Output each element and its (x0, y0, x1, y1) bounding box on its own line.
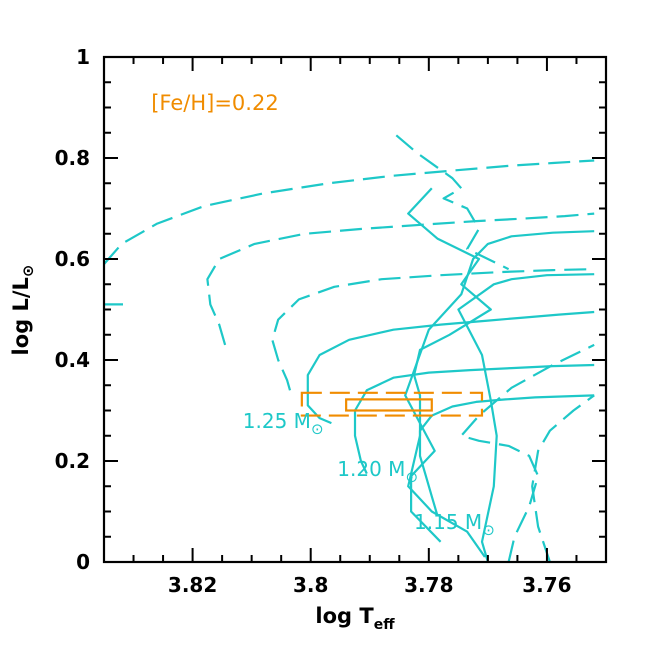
x-axis-label: log Teff (315, 604, 395, 633)
x-tick-label: 3.78 (404, 573, 453, 597)
track-1-20-msun-post-ms (457, 273, 595, 562)
sun-symbol: ⊙ (405, 468, 418, 486)
plot-area (104, 134, 595, 562)
y-axis-label-main: log L/L (9, 277, 33, 355)
mass-label: 1.25 M⊙ (243, 409, 324, 438)
sun-symbol: ⊙ (482, 521, 495, 539)
track-1-40-msun (104, 159, 595, 265)
track-1-10-msun (460, 343, 595, 562)
mass-label-text: 1.25 M (243, 409, 311, 433)
y-tick-label: 0.6 (55, 247, 90, 271)
x-tick-label: 3.8 (293, 573, 328, 597)
track-1-05-msun (531, 394, 595, 562)
track-1-25-msun-post-ms (404, 230, 595, 543)
track-1-25-msun (306, 310, 595, 425)
x-tick-label: 3.82 (168, 573, 217, 597)
sun-symbol: ⊙ (311, 420, 324, 438)
track-1-15-msun (418, 394, 595, 517)
mass-labels: 1.25 M⊙1.20 M⊙1.15 M⊙ (243, 409, 495, 539)
y-tick-label: 1 (76, 45, 90, 69)
mass-label-text: 1.20 M (337, 457, 405, 481)
axis-ticks: 3.82 3.8 3.78 3.76 0 0.2 0.4 0.6 0.8 1 (55, 45, 607, 597)
y-tick-label: 0 (76, 550, 90, 574)
plot-frame (102, 55, 608, 564)
y-tick-label: 0.4 (55, 348, 90, 372)
mass-label: 1.15 M⊙ (414, 510, 495, 539)
x-axis-label-main: log T (315, 604, 374, 628)
y-axis-label-sub: ⊙ (19, 265, 37, 278)
error-outer-box (300, 391, 484, 417)
mass-label-text: 1.15 M (414, 510, 482, 534)
track-1-30-msun (271, 268, 595, 391)
metallicity-annotation: [Fe/H]=0.22 (151, 91, 278, 115)
track-1-35-msun (206, 212, 595, 346)
mass-label: 1.20 M⊙ (337, 457, 418, 486)
y-tick-label: 0.8 (55, 146, 90, 170)
track-1-40-msun-rgb (395, 134, 510, 271)
track-giant-branch (407, 187, 492, 558)
error-inner-box (345, 398, 433, 412)
x-axis-label-sub: eff (374, 617, 395, 633)
y-axis-label: log L/L⊙ (9, 265, 37, 356)
track-1-20-msun (353, 363, 595, 475)
y-tick-label: 0.2 (55, 449, 90, 473)
x-tick-label: 3.76 (522, 573, 571, 597)
